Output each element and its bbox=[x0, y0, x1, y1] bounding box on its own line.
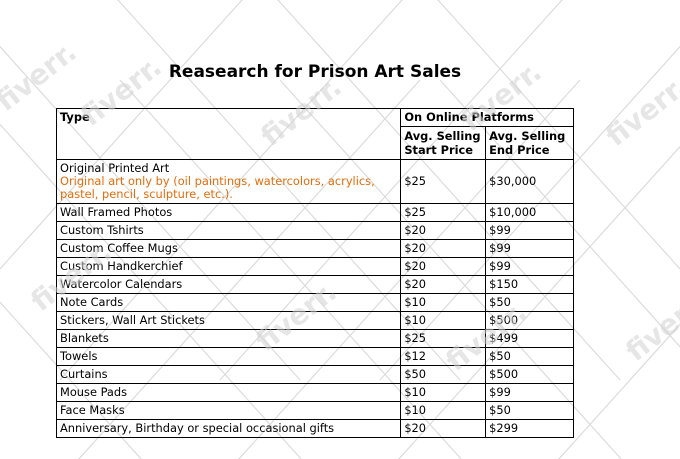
type-label: Blankets bbox=[60, 331, 109, 345]
platforms-group-header: On Online Platforms bbox=[400, 108, 574, 127]
type-cell: Mouse Pads bbox=[55, 383, 402, 402]
table-row: Blankets $25 $499 bbox=[55, 329, 574, 348]
start-price-cell: $10 bbox=[400, 383, 487, 402]
end-price-cell: $500 bbox=[485, 311, 574, 330]
start-price-cell: $20 bbox=[400, 419, 487, 438]
type-label: Custom Tshirts bbox=[60, 223, 144, 237]
start-price-cell: $20 bbox=[400, 221, 487, 240]
end-price-cell: $99 bbox=[485, 257, 574, 276]
end-price-cell: $50 bbox=[485, 293, 574, 312]
table-row: Curtains $50 $500 bbox=[55, 365, 574, 384]
type-label: Mouse Pads bbox=[60, 385, 128, 399]
fiverr-watermark: fiverr. bbox=[599, 70, 680, 153]
end-price-cell: $50 bbox=[485, 347, 574, 366]
table-row: Note Cards $10 $50 bbox=[55, 293, 574, 312]
type-cell: Custom Handkerchief bbox=[55, 257, 402, 276]
table-row: Custom Handkerchief $20 $99 bbox=[55, 257, 574, 276]
type-cell: Original Printed Art Original art only by… bbox=[55, 159, 402, 204]
type-cell: Note Cards bbox=[55, 293, 402, 312]
end-price-cell: $99 bbox=[485, 221, 574, 240]
end-price-cell: $50 bbox=[485, 401, 574, 420]
type-label: Custom Handkerchief bbox=[60, 259, 183, 273]
end-price-cell: $299 bbox=[485, 419, 574, 438]
type-label: Original Printed Art bbox=[60, 161, 170, 175]
table-row: Face Masks $10 $50 bbox=[55, 401, 574, 420]
end-price-cell: $500 bbox=[485, 365, 574, 384]
start-price-cell: $25 bbox=[400, 329, 487, 348]
end-price-cell: $499 bbox=[485, 329, 574, 348]
type-label: Towels bbox=[60, 349, 98, 363]
start-price-cell: $10 bbox=[400, 311, 487, 330]
end-price-cell: $99 bbox=[485, 383, 574, 402]
end-price-cell: $10,000 bbox=[485, 203, 574, 222]
type-cell: Blankets bbox=[55, 329, 402, 348]
table-body: Original Printed Art Original art only by… bbox=[55, 159, 574, 438]
start-price-cell: $10 bbox=[400, 401, 487, 420]
type-cell: Anniversary, Birthday or special occasio… bbox=[55, 419, 402, 438]
table-row: Mouse Pads $10 $99 bbox=[55, 383, 574, 402]
table-row: Anniversary, Birthday or special occasio… bbox=[55, 419, 574, 438]
type-label: Note Cards bbox=[60, 295, 124, 309]
type-label: Watercolor Calendars bbox=[60, 277, 183, 291]
table-row: Watercolor Calendars $20 $150 bbox=[55, 275, 574, 294]
type-cell: Towels bbox=[55, 347, 402, 366]
type-label: Curtains bbox=[60, 367, 108, 381]
type-label: Wall Framed Photos bbox=[60, 205, 173, 219]
table-row: Custom Tshirts $20 $99 bbox=[55, 221, 574, 240]
start-price-cell: $25 bbox=[400, 203, 487, 222]
page-title: Reasearch for Prison Art Sales bbox=[168, 62, 462, 82]
type-cell: Wall Framed Photos bbox=[55, 203, 402, 222]
start-price-cell: $20 bbox=[400, 239, 487, 258]
table-row: Towels $12 $50 bbox=[55, 347, 574, 366]
sales-table: Type On Online Platforms Avg. Selling St… bbox=[55, 108, 574, 438]
type-label: Custom Coffee Mugs bbox=[60, 241, 178, 255]
table-row: Stickers, Wall Art Stickets $10 $500 bbox=[55, 311, 574, 330]
end-price-header: Avg. Selling End Price bbox=[485, 126, 574, 160]
end-price-cell: $99 bbox=[485, 239, 574, 258]
table-row: Custom Coffee Mugs $20 $99 bbox=[55, 239, 574, 258]
type-column-header: Type bbox=[55, 108, 402, 160]
type-note: Original art only by (oil paintings, wat… bbox=[60, 174, 375, 201]
type-cell: Face Masks bbox=[55, 401, 402, 420]
start-price-header: Avg. Selling Start Price bbox=[400, 126, 487, 160]
fiverr-watermark: fiverr. bbox=[619, 285, 680, 368]
type-cell: Watercolor Calendars bbox=[55, 275, 402, 294]
type-label: Anniversary, Birthday or special occasio… bbox=[60, 421, 335, 435]
type-cell: Curtains bbox=[55, 365, 402, 384]
start-price-cell: $20 bbox=[400, 257, 487, 276]
start-price-cell: $12 bbox=[400, 347, 487, 366]
start-price-cell: $50 bbox=[400, 365, 487, 384]
type-label: Stickers, Wall Art Stickets bbox=[60, 313, 205, 327]
type-label: Face Masks bbox=[60, 403, 125, 417]
end-price-cell: $30,000 bbox=[485, 159, 574, 204]
type-cell: Stickers, Wall Art Stickets bbox=[55, 311, 402, 330]
start-price-cell: $10 bbox=[400, 293, 487, 312]
end-price-cell: $150 bbox=[485, 275, 574, 294]
table-row: Original Printed Art Original art only by… bbox=[55, 159, 574, 204]
type-cell: Custom Coffee Mugs bbox=[55, 239, 402, 258]
table-row: Wall Framed Photos $25 $10,000 bbox=[55, 203, 574, 222]
start-price-cell: $20 bbox=[400, 275, 487, 294]
start-price-cell: $25 bbox=[400, 159, 487, 204]
type-cell: Custom Tshirts bbox=[55, 221, 402, 240]
